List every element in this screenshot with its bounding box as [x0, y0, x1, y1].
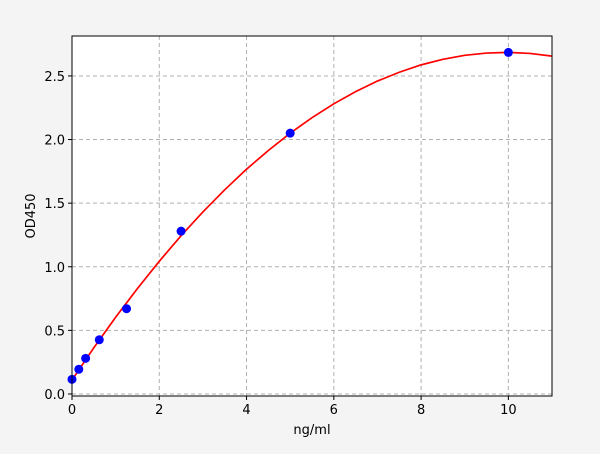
data-point [285, 128, 295, 138]
y-axis-label: OD450 [24, 193, 39, 238]
y-tick-label: 0.5 [44, 324, 65, 339]
y-tick-label: 1.5 [44, 197, 65, 212]
data-point [81, 353, 91, 363]
x-tick-label: 8 [417, 403, 425, 418]
x-tick-label: 6 [330, 403, 338, 418]
data-point [94, 335, 104, 345]
fit-curve [71, 51, 553, 381]
x-tick-label: 0 [68, 403, 76, 418]
y-tick-label: 2.0 [44, 134, 65, 149]
data-point [503, 47, 513, 57]
data-point [122, 304, 132, 314]
marks [67, 47, 553, 384]
plot-area [72, 36, 552, 396]
x-tick-label: 4 [242, 403, 250, 418]
y-tick-label: 1.0 [44, 261, 65, 276]
y-tick-label: 0.0 [44, 388, 65, 403]
plot-frame [71, 35, 553, 397]
y-tick-label: 2.5 [44, 70, 65, 85]
ticks: 0 2 4 6 8 10 0.0 0.5 1.0 1.5 2.0 2.5 [44, 70, 516, 418]
data-point [74, 364, 84, 374]
x-axis-label: ng/ml [293, 423, 330, 438]
x-tick-label: 10 [500, 403, 517, 418]
data-point [176, 226, 186, 236]
x-tick-label: 2 [155, 403, 163, 418]
